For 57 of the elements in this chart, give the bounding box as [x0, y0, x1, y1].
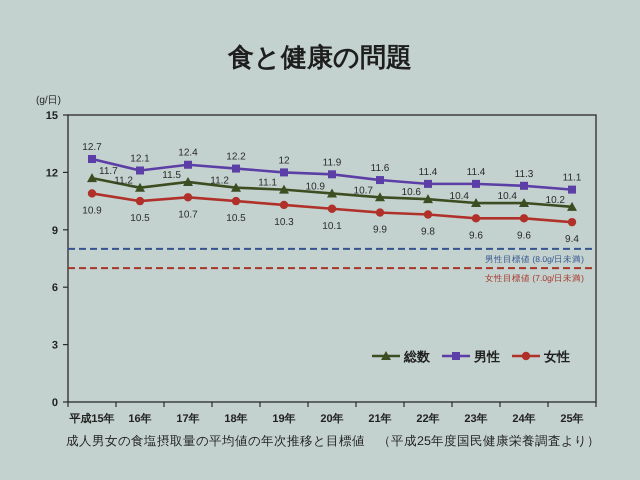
- legend-label: 男性: [473, 349, 500, 364]
- data-label-series: 10.6: [402, 187, 421, 198]
- data-label-series: 10.2: [546, 194, 565, 206]
- title: 食と健康の問題: [228, 42, 412, 72]
- x-tick-label: 平成15年: [68, 412, 115, 425]
- data-label-series: 10.9: [306, 181, 325, 192]
- data-label-series: 11.9: [322, 157, 342, 168]
- data-label-series: 10.1: [322, 220, 342, 232]
- x-tick-label: 16年: [128, 412, 152, 425]
- data-label-series: 11.5: [162, 170, 181, 181]
- data-label-series: 10.5: [226, 213, 246, 224]
- data-label-series: 9.4: [565, 234, 579, 246]
- legend-label: 女性: [543, 349, 570, 364]
- x-tick-label: 25年: [560, 412, 584, 425]
- data-label-series: 12.1: [130, 153, 150, 164]
- data-label-series: 10.4: [450, 191, 469, 202]
- data-label-series: 12.7: [82, 142, 102, 153]
- x-tick-label: 17年: [176, 412, 200, 425]
- ref-line-label: 女性目標値 (7.0g/日未満): [485, 273, 584, 284]
- x-tick-label: 22年: [416, 412, 440, 425]
- data-label-series: 9.8: [421, 226, 435, 238]
- data-label-series: 9.9: [373, 224, 387, 236]
- ylabel: (g/日): [36, 95, 61, 106]
- data-label-series: 11.6: [370, 163, 390, 174]
- data-label-series: 10.9: [82, 205, 102, 216]
- legend-label: 総数: [403, 349, 431, 364]
- ref-line-label: 男性目標値 (8.0g/日未満): [485, 254, 584, 264]
- y-tick-label: 12: [46, 167, 58, 180]
- y-tick-label: 6: [52, 282, 58, 294]
- data-label-series: 11.7: [99, 166, 118, 178]
- x-tick-label: 24年: [512, 412, 536, 425]
- data-label-series: 11.4: [418, 166, 438, 178]
- data-label-series: 11.1: [562, 172, 582, 184]
- data-label-series: 12.4: [178, 148, 198, 159]
- y-tick-label: 9: [52, 224, 58, 237]
- y-tick-label: 3: [52, 340, 58, 352]
- data-label-series: 9.6: [517, 230, 531, 242]
- data-label-series: 11.2: [114, 176, 133, 187]
- data-label-series: 10.5: [130, 213, 150, 224]
- x-tick-label: 21年: [368, 412, 392, 425]
- data-label-series: 12: [278, 155, 290, 166]
- x-tick-label: 20年: [320, 412, 344, 425]
- x-tick-label: 18年: [224, 412, 248, 425]
- y-tick-label: 15: [46, 110, 58, 122]
- data-label-series: 10.7: [354, 185, 373, 196]
- data-label-series: 11.3: [514, 168, 534, 180]
- data-label-series: 10.7: [178, 209, 198, 220]
- data-label-series: 10.3: [274, 216, 294, 228]
- y-tick-label: 0: [52, 397, 58, 409]
- data-label-series: 12.2: [226, 152, 246, 163]
- x-tick-label: 23年: [464, 412, 488, 425]
- data-label-series: 9.6: [469, 230, 483, 242]
- data-label-series: 11.4: [466, 166, 486, 178]
- data-label-series: 11.2: [210, 176, 229, 187]
- data-label-series: 11.1: [258, 178, 277, 189]
- data-label-series: 10.4: [498, 191, 517, 202]
- x-tick-label: 19年: [272, 412, 296, 425]
